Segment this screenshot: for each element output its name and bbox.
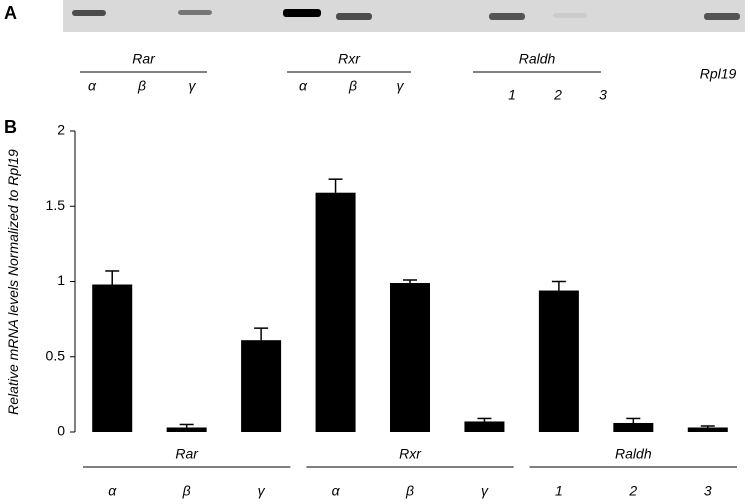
group-label: Raldh bbox=[615, 446, 652, 462]
group-label: Raldh bbox=[519, 51, 556, 67]
x-tick-label: γ bbox=[258, 483, 266, 499]
bar bbox=[687, 427, 728, 432]
gel-band bbox=[336, 13, 372, 20]
lane-label: 1 bbox=[508, 87, 516, 103]
y-axis-label-gene: Rpl19 bbox=[5, 149, 21, 186]
gel-band bbox=[72, 10, 106, 16]
bar bbox=[390, 283, 430, 432]
x-tick-label: α bbox=[108, 483, 117, 499]
x-tick-label: β bbox=[405, 483, 414, 499]
y-tick-label: 1.5 bbox=[46, 197, 66, 213]
control-label: Rpl19 bbox=[700, 66, 737, 82]
group-label: Rar bbox=[175, 446, 199, 462]
group-label: Rxr bbox=[338, 51, 361, 67]
lane-label: 2 bbox=[553, 87, 562, 103]
bar bbox=[613, 422, 654, 432]
gel-band bbox=[553, 13, 587, 18]
x-tick-label: 3 bbox=[704, 483, 712, 499]
gel-bands bbox=[72, 9, 740, 20]
bar bbox=[315, 192, 356, 432]
x-tick-label: γ bbox=[481, 483, 489, 499]
bar bbox=[241, 340, 282, 432]
bar bbox=[166, 427, 207, 432]
bar bbox=[92, 284, 133, 432]
bar bbox=[538, 290, 579, 432]
group-label: Rar bbox=[132, 51, 156, 67]
lane-label: α bbox=[299, 78, 308, 94]
lane-label: γ bbox=[189, 78, 197, 94]
gel-band bbox=[704, 13, 740, 20]
lane-label: α bbox=[88, 78, 97, 94]
x-tick-label: 2 bbox=[628, 483, 637, 499]
gel-band bbox=[178, 10, 212, 15]
gel-band bbox=[283, 9, 321, 17]
y-tick-label: 1 bbox=[57, 272, 65, 288]
y-tick-label: 0 bbox=[57, 423, 65, 439]
x-tick-label: 1 bbox=[555, 483, 563, 499]
lane-label: β bbox=[348, 78, 357, 94]
y-axis-label: Relative mRNA levels Normalized to Rpl19 bbox=[5, 149, 21, 415]
panel-label: A bbox=[4, 3, 17, 23]
y-tick-label: 2 bbox=[57, 122, 65, 138]
x-tick-label: β bbox=[182, 483, 191, 499]
gel-image bbox=[63, 0, 745, 32]
lane-label: 3 bbox=[599, 87, 607, 103]
y-tick-label: 0.5 bbox=[46, 347, 66, 363]
bar bbox=[464, 421, 505, 432]
panel-label: B bbox=[4, 117, 17, 137]
group-label: Rxr bbox=[399, 446, 422, 462]
x-tick-label: α bbox=[332, 483, 341, 499]
y-axis-label-text: Relative mRNA levels Normalized to bbox=[5, 190, 21, 415]
gel-band bbox=[489, 13, 525, 20]
lane-label: β bbox=[137, 78, 146, 94]
lane-label: γ bbox=[397, 78, 405, 94]
